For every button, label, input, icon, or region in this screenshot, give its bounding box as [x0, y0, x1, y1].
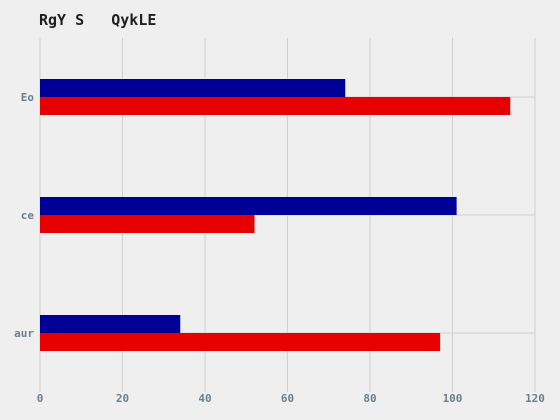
x-tick-label: 100 [443, 392, 463, 405]
bar [40, 333, 441, 351]
x-tick-label: 80 [363, 392, 376, 405]
y-tick-label: ce [21, 209, 35, 222]
x-tick-label: 40 [198, 392, 211, 405]
x-tick-label: 60 [281, 392, 294, 405]
x-tick-label: 120 [525, 392, 545, 405]
x-tick-label: 20 [116, 392, 129, 405]
bar [40, 215, 255, 233]
bar [40, 79, 346, 97]
x-tick-label: 0 [37, 392, 44, 405]
bar [40, 315, 181, 333]
bar [40, 97, 511, 115]
chart-title: RgY S QykLE [39, 11, 157, 29]
y-tick-label: Eo [21, 91, 35, 104]
y-tick-label: aur [14, 327, 34, 340]
bar [40, 197, 457, 215]
